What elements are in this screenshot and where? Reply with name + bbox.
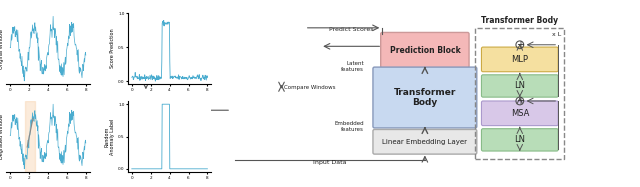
Text: Embedded
features: Embedded features — [334, 121, 364, 132]
Text: +: + — [516, 40, 524, 50]
Text: LN: LN — [515, 135, 525, 144]
Text: Predict Scores: Predict Scores — [329, 27, 374, 32]
FancyBboxPatch shape — [373, 67, 477, 128]
FancyBboxPatch shape — [481, 129, 558, 151]
Text: Transformer
Body: Transformer Body — [394, 88, 456, 107]
FancyBboxPatch shape — [381, 33, 469, 68]
Text: MSA: MSA — [511, 109, 529, 118]
FancyBboxPatch shape — [373, 129, 477, 154]
Y-axis label: Score Prediction: Score Prediction — [110, 29, 115, 68]
Y-axis label: Degraded Window: Degraded Window — [0, 114, 4, 159]
Text: Transformer Body: Transformer Body — [481, 16, 558, 25]
Y-axis label: Random
Anomaly Label: Random Anomaly Label — [104, 118, 115, 155]
FancyBboxPatch shape — [481, 101, 558, 126]
Text: Prediction Block: Prediction Block — [390, 46, 460, 55]
Text: Latent
features: Latent features — [340, 61, 364, 72]
Text: Synthesize Outliers: Synthesize Outliers — [147, 78, 200, 83]
Y-axis label: Original Window: Original Window — [0, 29, 4, 69]
Bar — [476, 28, 564, 159]
FancyBboxPatch shape — [481, 75, 558, 97]
Text: Compare Windows: Compare Windows — [284, 85, 335, 90]
FancyBboxPatch shape — [481, 47, 558, 72]
Bar — [26, 101, 35, 172]
Text: +: + — [516, 96, 524, 106]
Text: MLP: MLP — [511, 55, 528, 64]
Text: Input Data: Input Data — [313, 160, 347, 165]
Text: Linear Embedding Layer: Linear Embedding Layer — [382, 139, 467, 145]
Text: LN: LN — [515, 82, 525, 91]
Text: x L: x L — [552, 33, 561, 37]
